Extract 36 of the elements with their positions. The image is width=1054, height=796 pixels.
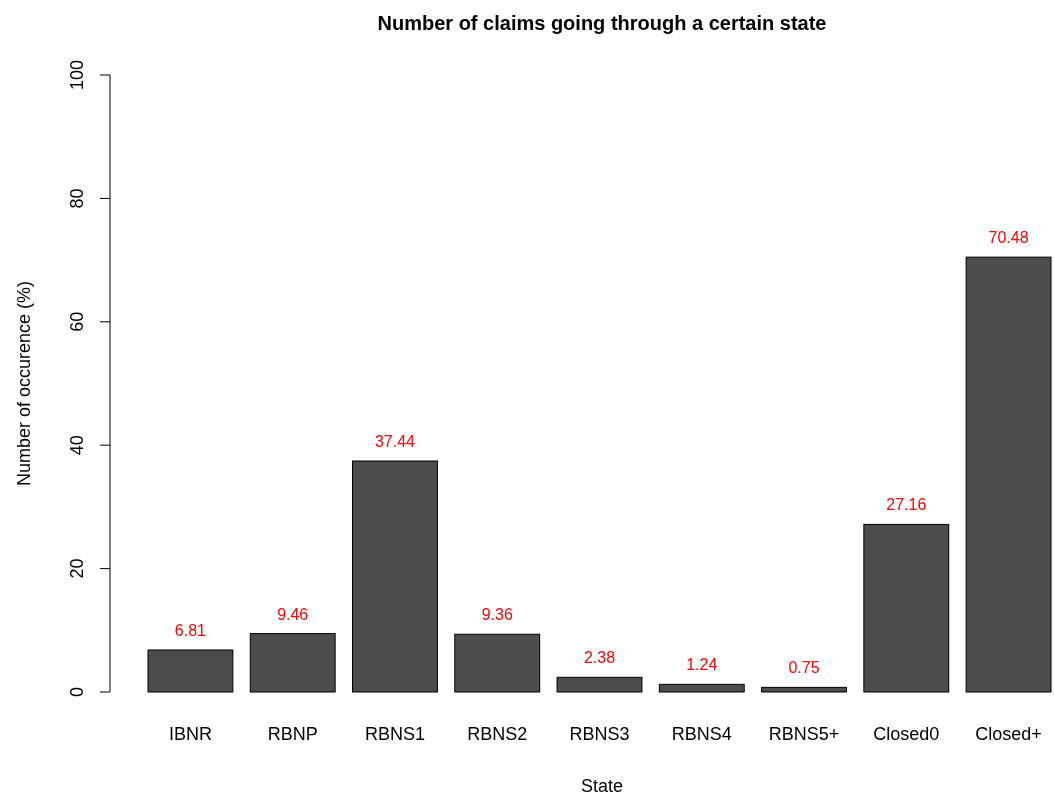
- y-tick-label: 80: [67, 188, 87, 209]
- data-label: 27.16: [886, 496, 927, 514]
- data-label: 9.46: [277, 605, 309, 623]
- bar: [761, 686, 847, 693]
- x-tick-label: RBNP: [267, 724, 318, 744]
- data-label: 1.24: [686, 656, 718, 674]
- y-axis-title: Number of occurence (%): [14, 280, 34, 487]
- x-tick-label: Closed0: [873, 724, 940, 744]
- data-label: 6.81: [174, 621, 207, 639]
- data-label: 37.44: [374, 433, 416, 450]
- y-tick-label: 40: [67, 435, 87, 456]
- x-axis-title: State: [580, 776, 624, 796]
- bar: [658, 683, 745, 693]
- y-tick-label: 20: [67, 558, 87, 579]
- bar: [556, 676, 643, 693]
- x-tick-label: RBNS5+: [768, 724, 840, 744]
- bar: [454, 633, 541, 693]
- data-label: 0.75: [788, 659, 820, 677]
- bar: [249, 633, 336, 693]
- bar: [965, 256, 1052, 693]
- x-tick-label: RBNS2: [467, 724, 528, 744]
- x-tick-label: RBNS1: [364, 724, 425, 744]
- data-label: 9.36: [481, 606, 513, 624]
- chart-title: Number of claims going through a certain state: [377, 12, 827, 34]
- y-tick-label: 60: [67, 311, 87, 332]
- x-tick-label: RBNS4: [671, 724, 732, 744]
- bar: [352, 460, 438, 693]
- data-label: 2.38: [583, 649, 616, 667]
- y-tick-label: 0: [67, 686, 87, 698]
- bar: [147, 649, 234, 693]
- x-tick-label: Closed+: [975, 724, 1042, 744]
- x-tick-label: IBNR: [168, 724, 212, 744]
- x-tick-label: RBNS3: [569, 724, 630, 744]
- data-label: 70.48: [988, 229, 1029, 247]
- bar: [863, 523, 950, 693]
- y-tick-label: 100: [67, 59, 87, 91]
